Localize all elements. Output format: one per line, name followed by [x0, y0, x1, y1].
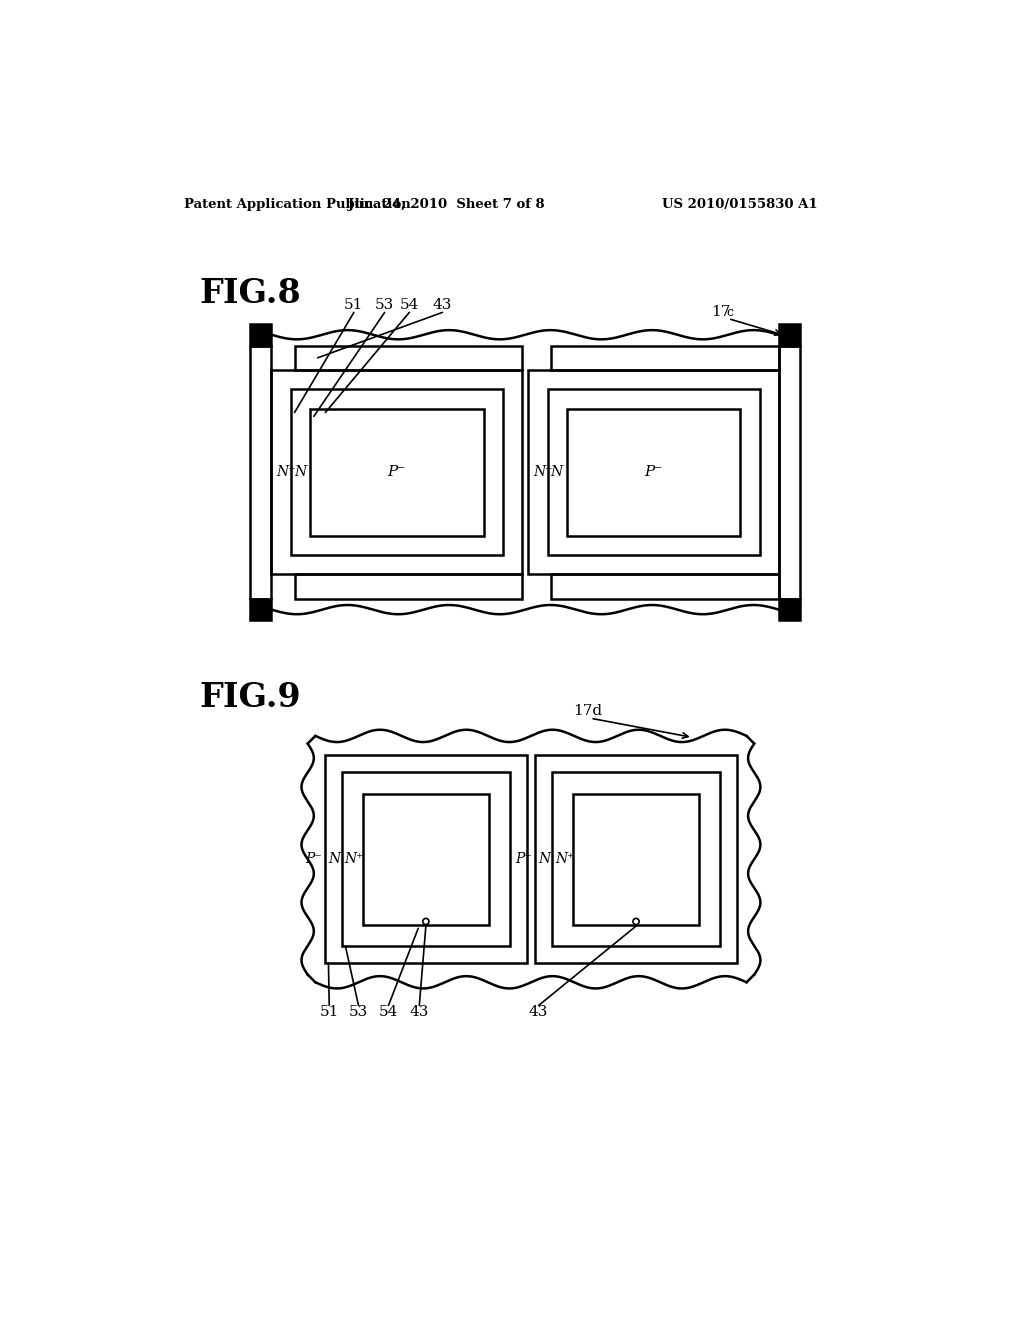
Bar	[548, 389, 760, 554]
Bar	[573, 793, 698, 924]
Bar	[325, 755, 527, 964]
Bar	[291, 389, 503, 554]
Text: 17: 17	[711, 305, 730, 319]
Text: Patent Application Publication: Patent Application Publication	[184, 198, 412, 211]
Text: P⁻: P⁻	[305, 853, 322, 866]
Text: 43: 43	[433, 298, 453, 313]
Bar	[310, 409, 483, 536]
Bar	[552, 772, 720, 946]
Bar	[250, 323, 271, 346]
Bar	[250, 599, 271, 620]
Text: FIG.9: FIG.9	[200, 681, 301, 714]
Bar	[551, 574, 779, 599]
Text: 53: 53	[349, 1006, 368, 1019]
Bar	[342, 772, 510, 946]
Text: N: N	[329, 853, 341, 866]
Text: P⁻: P⁻	[515, 853, 531, 866]
Text: 53: 53	[375, 298, 394, 313]
Bar	[551, 346, 779, 370]
Text: N: N	[551, 465, 563, 479]
Text: 51: 51	[344, 298, 364, 313]
Text: 54: 54	[399, 298, 419, 313]
Text: 43: 43	[410, 1006, 429, 1019]
Text: N: N	[294, 465, 306, 479]
Text: c: c	[727, 306, 733, 319]
Bar	[535, 755, 737, 964]
Bar	[295, 574, 522, 599]
Text: N⁺: N⁺	[345, 853, 365, 866]
Bar	[566, 409, 740, 536]
Bar	[271, 370, 522, 574]
Text: 43: 43	[529, 1006, 548, 1019]
Text: 51: 51	[319, 1006, 339, 1019]
Bar	[250, 346, 271, 599]
Bar	[779, 346, 801, 599]
Bar	[295, 346, 522, 370]
Text: P⁻: P⁻	[644, 465, 663, 479]
Text: N⁺: N⁺	[532, 465, 552, 479]
Text: US 2010/0155830 A1: US 2010/0155830 A1	[662, 198, 817, 211]
Bar	[779, 323, 801, 346]
Bar	[364, 793, 488, 924]
Text: 54: 54	[379, 1006, 398, 1019]
Text: P⁻: P⁻	[388, 465, 406, 479]
Text: N⁺: N⁺	[276, 465, 296, 479]
Text: N: N	[539, 853, 551, 866]
Bar	[779, 599, 801, 620]
Bar	[528, 370, 779, 574]
Text: FIG.8: FIG.8	[200, 277, 302, 310]
Text: N⁺: N⁺	[555, 853, 574, 866]
Text: Jun. 24, 2010  Sheet 7 of 8: Jun. 24, 2010 Sheet 7 of 8	[348, 198, 545, 211]
Text: 17d: 17d	[573, 705, 602, 718]
